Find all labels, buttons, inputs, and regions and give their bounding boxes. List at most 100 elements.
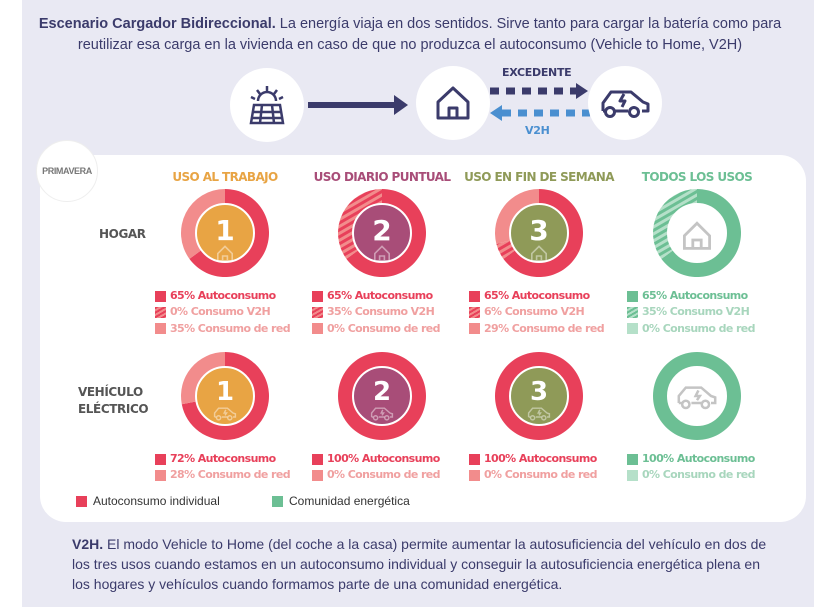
house-icon <box>373 245 391 262</box>
column-header-4: TODOS LOS USOS <box>641 170 753 184</box>
legend-swatch <box>469 306 480 318</box>
donut-number: 1 <box>216 377 234 407</box>
legend-swatch <box>469 453 480 465</box>
row-label-hogar: HOGAR <box>99 227 146 241</box>
electric-car-icon <box>601 90 650 118</box>
donut-number: 3 <box>529 214 548 247</box>
legend-item: 0% Consumo de red <box>312 467 441 483</box>
donut-v-4 <box>652 352 741 440</box>
donut-segment-red <box>181 189 225 259</box>
legend-swatch <box>155 306 166 318</box>
legend-comunidad-label: Comunidad energética <box>289 494 410 508</box>
house-icon <box>216 245 234 262</box>
house-icon <box>530 245 548 262</box>
legend-item: 65% Autoconsumo <box>627 288 755 304</box>
donut-segment-v2h <box>496 240 516 259</box>
flow-arrow <box>308 95 408 115</box>
donut-h-4 <box>653 189 741 277</box>
house-icon <box>683 221 711 250</box>
donut-segment-auto <box>346 189 426 277</box>
legend-item: 35% Consumo de red <box>155 321 291 337</box>
legend-swatch <box>469 290 480 302</box>
legend-text: 100% Autoconsumo <box>484 452 597 465</box>
legend-swatch <box>627 469 638 481</box>
electric-car-icon <box>527 407 551 421</box>
legend-swatch <box>312 323 323 335</box>
legend-swatch <box>627 453 638 465</box>
car-circle <box>588 66 662 140</box>
v2h-arrow <box>490 105 590 121</box>
legend-text: 0% Consumo de red <box>327 321 441 335</box>
legend-item: 0% Consumo de red <box>627 321 756 337</box>
legend-swatch <box>627 290 638 302</box>
legend-swatch <box>155 469 166 481</box>
legend-text: 0% Consumo de red <box>642 468 756 482</box>
legend-text: 35% Consumo V2H <box>642 305 750 319</box>
electric-car-icon <box>677 386 717 410</box>
legend-item: 65% Autoconsumo <box>155 288 290 304</box>
legend-swatch-green <box>272 495 283 507</box>
legend-swatch-red <box>76 495 87 507</box>
column-header-2: USO DIARIO PUNTUAL <box>313 170 451 184</box>
electric-car-icon <box>213 407 237 421</box>
legend-text: 6% Consumo V2H <box>484 305 585 319</box>
legend-item: 28% Consumo de red <box>155 467 291 483</box>
legend-item: 100% Autoconsumo <box>627 451 755 467</box>
legend-swatch <box>155 290 166 302</box>
footer-text: V2H. El modo Vehicle to Home (del coche … <box>72 536 767 592</box>
legend-item: 35% Consumo V2H <box>312 304 440 320</box>
solar-panel-icon <box>249 86 285 125</box>
excedente-label: EXCEDENTE <box>502 66 572 79</box>
legend-item: 100% Autoconsumo <box>469 451 597 467</box>
legend-swatch <box>469 323 480 335</box>
legend-v-3: 100% Autoconsumo 0% Consumo de red <box>469 451 598 484</box>
donut-h-3: 3 <box>495 189 583 277</box>
donut-segment-auto <box>494 352 583 440</box>
legend-item: 0% Consumo de red <box>469 467 598 483</box>
legend-item: 65% Autoconsumo <box>312 288 440 304</box>
column-header-3: USO EN FIN DE SEMANA <box>464 170 614 184</box>
donut-number: 2 <box>373 377 391 407</box>
legend-text: 100% Autoconsumo <box>327 452 440 465</box>
donut-number: 3 <box>530 377 548 407</box>
legend-text: 72% Autoconsumo <box>170 452 276 465</box>
donut-segment-v2h <box>653 189 697 259</box>
legend-h-3: 65% Autoconsumo 6% Consumo V2H 29% Consumo… <box>469 288 605 337</box>
legend-swatch <box>155 453 166 465</box>
donut-v-1: 1 <box>181 352 269 440</box>
legend-h-4: 65% Autoconsumo 35% Consumo V2H 0% Consumo… <box>627 288 756 337</box>
donut-number: 2 <box>372 214 391 247</box>
donut-segment-red <box>181 352 225 405</box>
primavera-logo: PRIMAVERA <box>36 140 98 202</box>
legend-text: 35% Consumo de red <box>170 321 291 335</box>
legend-v-1: 72% Autoconsumo 28% Consumo de red <box>155 451 291 484</box>
legend-item: 29% Consumo de red <box>469 321 605 337</box>
legend-item: 6% Consumo V2H <box>469 304 604 320</box>
donut-segment-auto <box>652 352 741 440</box>
legend-text: 35% Consumo V2H <box>327 305 435 319</box>
donut-segment-red <box>495 189 539 244</box>
excedente-arrow <box>490 83 588 99</box>
legend-individual-label: Autoconsumo individual <box>93 494 220 508</box>
legend-text: 0% Consumo V2H <box>170 305 271 319</box>
legend-individual: Autoconsumo individual <box>76 494 220 508</box>
donut-segment-auto <box>181 352 269 440</box>
v2h-label: V2H <box>525 124 550 137</box>
legend-comunidad: Comunidad energética <box>272 494 410 508</box>
legend-swatch <box>155 323 166 335</box>
legend-v-4: 100% Autoconsumo 0% Consumo de red <box>627 451 756 484</box>
donut-number: 1 <box>215 214 234 247</box>
donut-h-1: 1 <box>181 189 269 277</box>
legend-text: 65% Autoconsumo <box>642 289 748 302</box>
donut-v-2: 2 <box>337 352 426 440</box>
legend-item: 100% Autoconsumo <box>312 451 440 467</box>
legend-text: 0% Consumo de red <box>642 321 756 335</box>
column-header-1: USO AL TRABAJO <box>172 170 278 184</box>
legend-swatch <box>627 323 638 335</box>
legend-swatch <box>312 453 323 465</box>
legend-swatch <box>627 306 638 318</box>
legend-text: 29% Consumo de red <box>484 321 605 335</box>
legend-h-2: 65% Autoconsumo 35% Consumo V2H 0% Consumo… <box>312 288 441 337</box>
legend-item: 0% Consumo de red <box>312 321 441 337</box>
legend-item: 35% Consumo V2H <box>627 304 755 320</box>
